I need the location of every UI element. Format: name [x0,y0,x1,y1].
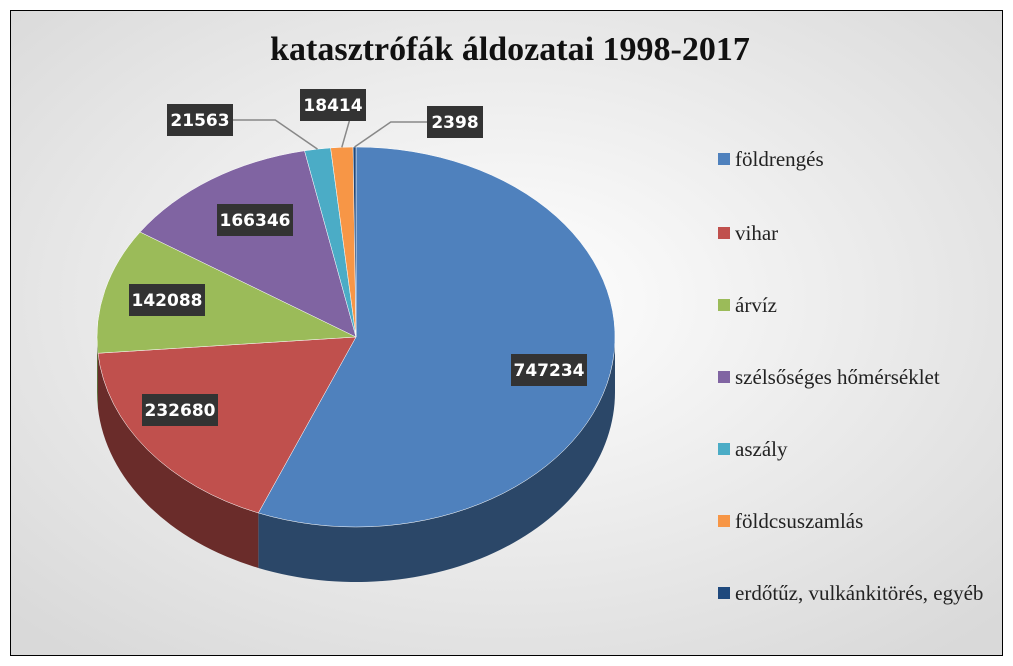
legend-swatch [718,443,730,455]
legend-label: földrengés [735,147,824,171]
data-label: 142088 [132,291,203,311]
data-label: 166346 [220,211,291,231]
legend-item: szélsőséges hőmérséklet [718,363,1008,391]
legend-item: földrengés [718,145,1008,173]
legend-swatch [718,227,730,239]
data-label-box [511,354,587,386]
legend-item: vihar [718,219,1008,247]
legend-swatch [718,371,730,383]
legend-swatch [718,515,730,527]
pie [96,146,616,582]
data-label: 747234 [514,361,585,381]
legend: földrengés vihar árvíz szélsőséges hőmérsék… [718,145,1008,607]
data-label-box [129,284,205,316]
legend-label: földcsuszamlás [735,509,864,533]
data-label-box [167,104,233,136]
leader-line [233,119,318,150]
data-label-box [427,106,483,138]
legend-swatch [718,153,730,165]
data-label: 18414 [303,96,362,116]
legend-swatch [718,299,730,311]
data-label: 232680 [145,401,216,421]
legend-item: erdőtűz, vulkánkitörés, egyéb [718,579,1008,607]
legend-label: árvíz [735,293,777,317]
legend-label: aszály [735,437,788,461]
data-label: 21563 [170,111,229,131]
data-label-box [300,89,366,121]
slice-side [258,337,615,582]
slice [139,150,357,338]
leader-line [354,121,427,148]
legend-swatch [718,587,730,599]
legend-label: erdőtűz, vulkánkitörés, egyéb [735,581,984,605]
legend-label: szélsőséges hőmérséklet [735,365,940,389]
slice-side [97,353,259,568]
chart-title: katasztrófák áldozatai 1998-2017 [270,31,750,68]
data-label-box [217,204,293,236]
slice [257,146,616,528]
slice [97,336,357,514]
slice-side [97,337,98,409]
legend-item: földcsuszamlás [718,507,1008,535]
legend-label: vihar [735,221,779,245]
data-label-box [142,394,218,426]
legend-item: aszály [718,435,1008,463]
data-labels: 747234 232680 142088 166346 21563 18414 2398 [129,89,587,426]
slice [96,231,357,354]
legend-item: árvíz [718,291,1008,319]
data-label: 2398 [431,113,478,133]
